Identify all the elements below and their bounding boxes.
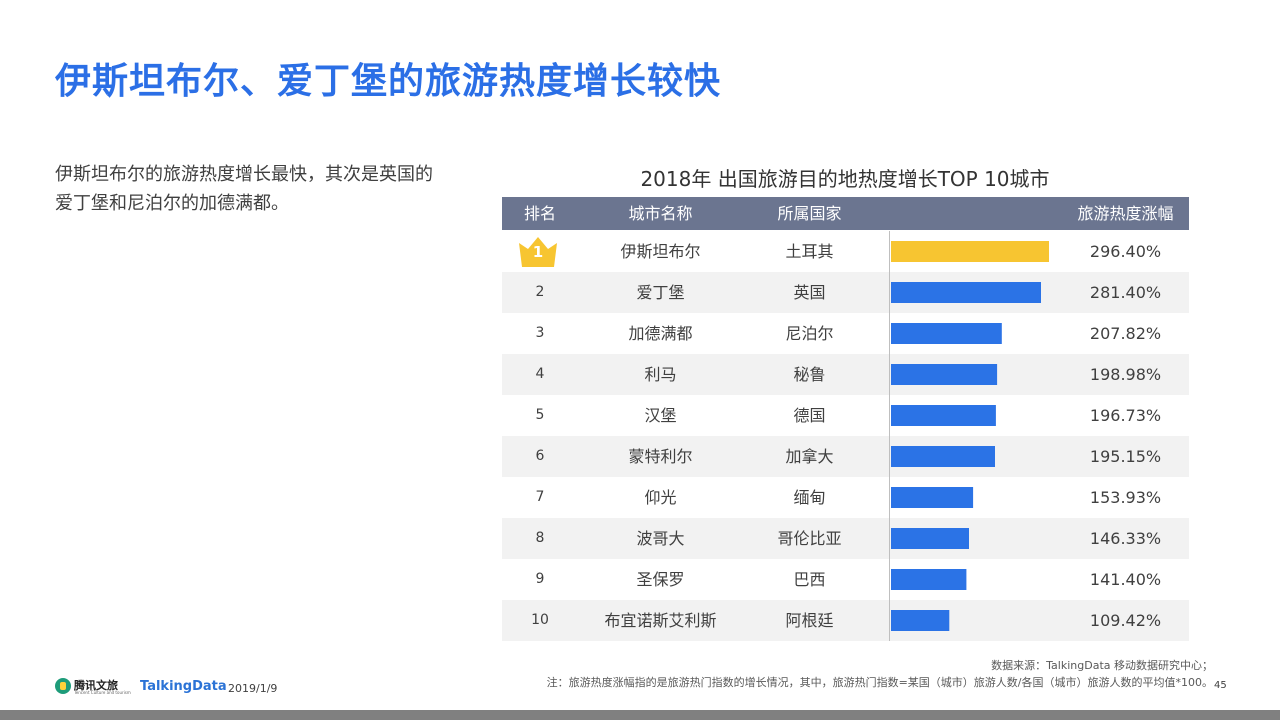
table-row: 8 波哥大 哥伦比亚 146.33% xyxy=(502,518,1189,559)
country-cell: 尼泊尔 xyxy=(785,324,834,343)
logo-mark-icon xyxy=(55,678,71,694)
table-row: 3 加德满都 尼泊尔 207.82% xyxy=(502,313,1189,354)
bar-10 xyxy=(891,610,950,631)
bar-chart xyxy=(890,231,1060,641)
bar-9 xyxy=(891,569,967,590)
country-cell: 哥伦比亚 xyxy=(777,529,842,548)
footer-bar xyxy=(0,710,1280,720)
city-cell: 利马 xyxy=(644,365,677,384)
city-cell: 伊斯坦布尔 xyxy=(620,242,701,261)
country-cell: 英国 xyxy=(793,283,826,302)
country-cell: 土耳其 xyxy=(785,242,834,261)
country-cell: 缅甸 xyxy=(793,488,826,507)
city-cell: 加德满都 xyxy=(628,324,693,343)
talkingdata-logo: TalkingData xyxy=(140,679,227,694)
rank-cell: 8 xyxy=(535,530,545,546)
growth-label: 146.33% xyxy=(1089,529,1162,548)
logo-text: 腾讯文旅 xyxy=(74,679,118,692)
bar-3 xyxy=(891,323,1002,344)
table-body: 1 伊斯坦布尔 土耳其 296.40% 2 爱丁堡 英国 281.40% 3 加… xyxy=(502,231,1189,641)
table-row: 9 圣保罗 巴西 141.40% xyxy=(502,559,1189,600)
bar-axis-line xyxy=(889,231,890,641)
country-cell: 德国 xyxy=(793,406,826,425)
rank-cell: 3 xyxy=(535,325,545,341)
bar-chart-svg xyxy=(891,241,1049,631)
growth-label: 196.73% xyxy=(1089,406,1162,425)
table-row: 1 伊斯坦布尔 土耳其 296.40% xyxy=(502,231,1189,272)
growth-label: 296.40% xyxy=(1089,242,1162,261)
table-row: 10 布宜诺斯艾利斯 阿根廷 109.42% xyxy=(502,600,1189,641)
growth-label: 198.98% xyxy=(1089,365,1162,384)
page-number: 45 xyxy=(1214,680,1227,691)
rank-cell: 7 xyxy=(535,489,545,505)
page-title: 伊斯坦布尔、爱丁堡的旅游热度增长较快 xyxy=(55,61,722,102)
bar-4 xyxy=(891,364,998,385)
header-rank: 排名 xyxy=(523,204,556,223)
bar-8 xyxy=(891,528,969,549)
table-header: 排名 城市名称 所属国家 旅游热度涨幅 xyxy=(502,197,1189,230)
city-cell: 仰光 xyxy=(644,488,677,507)
logo-subtext: Tencent Culture and tourism xyxy=(74,690,131,695)
source-text: 数据来源：TalkingData 移动数据研究中心； xyxy=(991,659,1213,672)
country-cell: 加拿大 xyxy=(785,447,834,466)
description-text: 伊斯坦布尔的旅游热度增长最快，其次是英国的爱丁堡和尼泊尔的加德满都。 xyxy=(55,164,433,214)
country-cell: 巴西 xyxy=(793,570,826,589)
country-cell: 阿根廷 xyxy=(785,611,834,630)
growth-label: 141.40% xyxy=(1089,570,1162,589)
city-cell: 蒙特利尔 xyxy=(628,447,693,466)
rank-cell: 2 xyxy=(535,284,545,300)
bar-5 xyxy=(891,405,996,426)
table-row: 4 利马 秘鲁 198.98% xyxy=(502,354,1189,395)
city-cell: 汉堡 xyxy=(644,406,677,425)
crown-icon xyxy=(519,237,557,267)
table-row: 2 爱丁堡 英国 281.40% xyxy=(502,272,1189,313)
bar-2 xyxy=(891,282,1041,303)
chart-title: 2018年 出国旅游目的地热度增长TOP 10城市 xyxy=(640,167,1050,191)
bar-7 xyxy=(891,487,974,508)
city-cell: 圣保罗 xyxy=(636,570,685,589)
rank-cell: 4 xyxy=(535,366,545,382)
rank-cell: 1 xyxy=(532,243,544,261)
table-row: 7 仰光 缅甸 153.93% xyxy=(502,477,1189,518)
table-row: 5 汉堡 德国 196.73% xyxy=(502,395,1189,436)
header-growth: 旅游热度涨幅 xyxy=(1077,204,1174,223)
header-country: 所属国家 xyxy=(777,204,842,223)
growth-label: 195.15% xyxy=(1089,447,1162,466)
rank-cell: 9 xyxy=(535,571,545,587)
bar-6 xyxy=(891,446,995,467)
country-cell: 秘鲁 xyxy=(793,365,826,384)
rank-cell: 5 xyxy=(535,407,545,423)
city-cell: 布宜诺斯艾利斯 xyxy=(604,611,717,630)
bar-1 xyxy=(891,241,1049,262)
date-text: 2019/1/9 xyxy=(228,682,278,695)
growth-label: 109.42% xyxy=(1089,611,1162,630)
growth-label: 281.40% xyxy=(1089,283,1162,302)
note-text: 注：旅游热度涨幅指的是旅游热门指数的增长情况，其中，旅游热门指数=某国（城市）旅… xyxy=(546,676,1213,689)
header-city: 城市名称 xyxy=(628,204,693,223)
growth-label: 207.82% xyxy=(1089,324,1162,343)
growth-label: 153.93% xyxy=(1089,488,1162,507)
rank-cell: 10 xyxy=(531,612,549,628)
table-row: 6 蒙特利尔 加拿大 195.15% xyxy=(502,436,1189,477)
tencent-culture-tourism-logo: 腾讯文旅 Tencent Culture and tourism xyxy=(55,677,131,697)
city-cell: 爱丁堡 xyxy=(636,283,685,302)
rank-cell: 6 xyxy=(535,448,545,464)
city-cell: 波哥大 xyxy=(636,529,685,548)
